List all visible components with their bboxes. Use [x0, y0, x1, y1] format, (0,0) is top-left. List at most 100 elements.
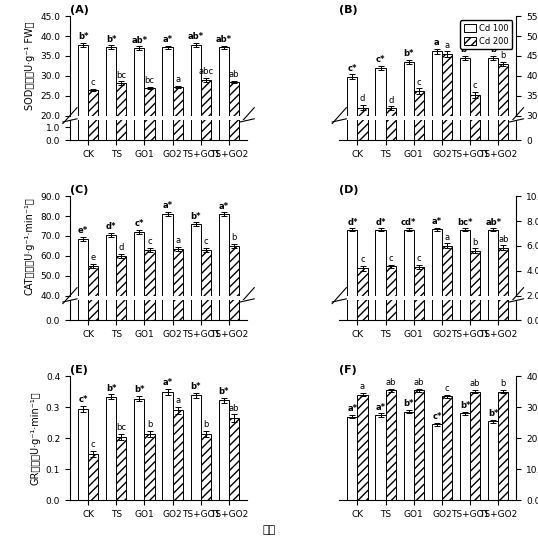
Text: a*: a*: [376, 402, 386, 412]
Text: ab: ab: [414, 378, 424, 387]
Text: b: b: [231, 233, 237, 243]
Bar: [229, 0, 239, 140]
Bar: [357, 395, 367, 500]
Text: b: b: [472, 238, 478, 247]
Bar: [404, 230, 414, 321]
Bar: [106, 47, 116, 195]
Text: c: c: [91, 78, 96, 87]
Bar: [386, 266, 396, 321]
Bar: [498, 248, 508, 321]
Text: b: b: [501, 379, 506, 388]
Bar: [460, 0, 470, 140]
Bar: [414, 0, 424, 320]
Bar: [470, 0, 480, 320]
Text: c: c: [91, 440, 96, 449]
Bar: [190, 0, 201, 320]
Bar: [229, 418, 239, 500]
Bar: [134, 0, 145, 140]
Bar: [145, 0, 154, 140]
Bar: [414, 267, 424, 321]
Bar: [386, 0, 396, 320]
Bar: [229, 246, 239, 375]
Text: a*: a*: [162, 201, 173, 210]
Bar: [432, 0, 442, 140]
Bar: [357, 0, 367, 140]
Text: b*: b*: [78, 32, 88, 41]
Bar: [173, 410, 183, 500]
Text: c: c: [360, 256, 365, 264]
Text: a*: a*: [162, 35, 173, 44]
Bar: [173, 87, 183, 195]
Text: a: a: [444, 41, 450, 50]
Bar: [190, 45, 201, 195]
Bar: [470, 251, 480, 321]
Bar: [106, 235, 116, 375]
Bar: [488, 0, 498, 140]
Bar: [219, 47, 229, 195]
Text: a: a: [444, 233, 450, 242]
Bar: [88, 454, 98, 500]
Bar: [386, 390, 396, 500]
Text: bc: bc: [145, 76, 154, 85]
Bar: [442, 0, 452, 140]
Y-axis label: GR活性（U·g⁻¹·min⁻¹）: GR活性（U·g⁻¹·min⁻¹）: [30, 392, 40, 485]
Bar: [488, 421, 498, 500]
Bar: [162, 392, 173, 500]
Text: (A): (A): [70, 5, 89, 16]
Text: ab: ab: [229, 70, 239, 79]
Text: ab*: ab*: [216, 35, 232, 44]
Bar: [498, 392, 508, 500]
Bar: [460, 58, 470, 235]
Bar: [190, 224, 201, 375]
Text: c: c: [147, 237, 152, 246]
Text: b*: b*: [460, 45, 470, 54]
Bar: [460, 230, 470, 321]
Text: a*: a*: [432, 217, 442, 226]
Bar: [442, 397, 452, 500]
Text: a*: a*: [348, 404, 357, 413]
Bar: [201, 434, 211, 500]
Bar: [386, 109, 396, 235]
Bar: [498, 0, 508, 140]
Text: d*: d*: [376, 218, 386, 227]
Bar: [116, 83, 126, 195]
Text: c: c: [416, 254, 421, 263]
Text: c*: c*: [376, 55, 385, 64]
Bar: [88, 0, 98, 140]
Text: d: d: [119, 243, 124, 252]
Bar: [88, 0, 98, 320]
Text: c: c: [416, 77, 421, 87]
Bar: [432, 229, 442, 321]
Bar: [116, 0, 126, 320]
Text: a: a: [175, 75, 180, 84]
Bar: [201, 0, 211, 320]
Text: b*: b*: [190, 382, 201, 391]
Bar: [357, 108, 367, 235]
Bar: [106, 0, 116, 140]
Bar: [201, 0, 211, 140]
Text: e: e: [90, 253, 96, 263]
Bar: [348, 230, 357, 321]
Bar: [219, 400, 229, 500]
Bar: [162, 47, 173, 195]
Bar: [88, 266, 98, 375]
Bar: [219, 0, 229, 140]
Text: a: a: [175, 236, 180, 245]
Bar: [442, 0, 452, 320]
Text: a*: a*: [219, 202, 229, 210]
Bar: [145, 434, 154, 500]
Bar: [145, 250, 154, 375]
Bar: [201, 250, 211, 375]
Text: b*: b*: [404, 400, 414, 408]
Text: c*: c*: [79, 395, 88, 404]
Bar: [219, 214, 229, 375]
Text: c*: c*: [134, 220, 144, 229]
Text: b: b: [147, 420, 152, 429]
Text: c: c: [445, 384, 449, 393]
Text: ab*: ab*: [131, 36, 147, 45]
Bar: [470, 0, 480, 140]
Text: b: b: [203, 420, 209, 429]
Bar: [162, 0, 173, 140]
Bar: [376, 68, 386, 235]
Bar: [201, 80, 211, 195]
